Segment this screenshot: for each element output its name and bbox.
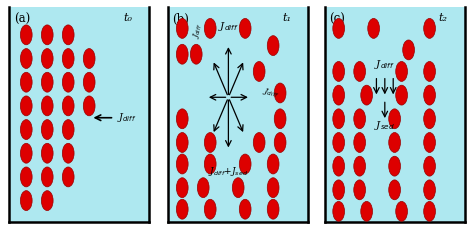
Ellipse shape [63, 72, 74, 92]
Ellipse shape [267, 36, 279, 56]
Ellipse shape [63, 167, 74, 187]
Ellipse shape [267, 154, 279, 174]
Ellipse shape [403, 40, 414, 60]
Ellipse shape [274, 83, 286, 103]
Ellipse shape [253, 62, 265, 81]
Ellipse shape [63, 96, 74, 116]
Ellipse shape [396, 62, 408, 81]
Ellipse shape [274, 109, 286, 129]
Text: t₂: t₂ [439, 13, 448, 23]
Ellipse shape [41, 25, 53, 45]
Ellipse shape [176, 199, 188, 219]
Ellipse shape [63, 49, 74, 68]
Ellipse shape [41, 49, 53, 68]
Ellipse shape [83, 96, 95, 116]
Ellipse shape [333, 109, 345, 129]
Ellipse shape [83, 49, 95, 68]
Ellipse shape [424, 156, 436, 176]
Text: J$_{\mathit{sed}}$: J$_{\mathit{sed}}$ [374, 119, 395, 132]
Ellipse shape [333, 62, 345, 81]
Text: t₁: t₁ [283, 13, 292, 23]
Ellipse shape [424, 109, 436, 129]
Ellipse shape [20, 25, 32, 45]
Ellipse shape [197, 178, 209, 198]
Ellipse shape [41, 191, 53, 210]
Ellipse shape [176, 133, 188, 153]
Ellipse shape [176, 178, 188, 198]
Ellipse shape [361, 202, 373, 221]
Ellipse shape [63, 143, 74, 163]
Text: (c): (c) [329, 13, 345, 26]
Ellipse shape [191, 44, 202, 64]
Ellipse shape [253, 133, 265, 153]
Ellipse shape [20, 96, 32, 116]
Ellipse shape [204, 19, 216, 38]
Ellipse shape [176, 19, 188, 38]
Ellipse shape [396, 202, 408, 221]
Ellipse shape [333, 156, 345, 176]
Ellipse shape [176, 154, 188, 174]
Ellipse shape [204, 133, 216, 153]
Ellipse shape [424, 180, 436, 200]
Ellipse shape [333, 202, 345, 221]
Text: J$_{\mathit{diff}}$: J$_{\mathit{diff}}$ [117, 111, 137, 124]
Ellipse shape [267, 178, 279, 198]
Ellipse shape [424, 19, 436, 38]
Ellipse shape [424, 85, 436, 105]
Ellipse shape [424, 202, 436, 221]
Ellipse shape [389, 133, 401, 153]
Ellipse shape [333, 180, 345, 200]
Ellipse shape [20, 72, 32, 92]
Ellipse shape [354, 180, 365, 200]
Ellipse shape [274, 133, 286, 153]
Ellipse shape [63, 25, 74, 45]
Text: (b): (b) [173, 13, 189, 26]
Text: J$_{\mathit{diff}}$: J$_{\mathit{diff}}$ [374, 58, 395, 71]
Ellipse shape [354, 156, 365, 176]
Text: t₀: t₀ [124, 13, 133, 23]
Ellipse shape [424, 62, 436, 81]
Ellipse shape [389, 156, 401, 176]
Ellipse shape [354, 133, 365, 153]
Ellipse shape [424, 133, 436, 153]
Ellipse shape [83, 72, 95, 92]
Ellipse shape [63, 120, 74, 139]
Ellipse shape [361, 85, 373, 105]
Ellipse shape [20, 143, 32, 163]
Text: (a): (a) [14, 13, 30, 26]
Text: J$_{\mathit{diff}}$: J$_{\mathit{diff}}$ [190, 22, 205, 40]
Ellipse shape [333, 133, 345, 153]
Ellipse shape [267, 199, 279, 219]
Ellipse shape [204, 154, 216, 174]
Ellipse shape [333, 19, 345, 38]
Ellipse shape [20, 191, 32, 210]
Ellipse shape [41, 143, 53, 163]
Text: J$_{\mathit{diff}}$+J$_{\mathit{sed}}$: J$_{\mathit{diff}}$+J$_{\mathit{sed}}$ [209, 165, 248, 178]
Ellipse shape [239, 154, 251, 174]
Ellipse shape [368, 19, 380, 38]
Ellipse shape [176, 44, 188, 64]
Ellipse shape [41, 167, 53, 187]
Ellipse shape [204, 199, 216, 219]
Ellipse shape [20, 167, 32, 187]
Ellipse shape [41, 96, 53, 116]
Ellipse shape [41, 120, 53, 139]
Ellipse shape [354, 62, 365, 81]
Ellipse shape [239, 19, 251, 38]
Ellipse shape [232, 178, 244, 198]
Ellipse shape [396, 85, 408, 105]
Ellipse shape [20, 120, 32, 139]
Ellipse shape [41, 72, 53, 92]
Text: J$_{\mathit{diff}}$: J$_{\mathit{diff}}$ [218, 20, 239, 33]
Ellipse shape [354, 109, 365, 129]
Ellipse shape [20, 49, 32, 68]
Ellipse shape [176, 109, 188, 129]
Ellipse shape [389, 180, 401, 200]
Text: J$_{\mathit{diff}}$: J$_{\mathit{diff}}$ [261, 85, 280, 101]
Ellipse shape [389, 109, 401, 129]
Ellipse shape [239, 199, 251, 219]
Ellipse shape [333, 85, 345, 105]
